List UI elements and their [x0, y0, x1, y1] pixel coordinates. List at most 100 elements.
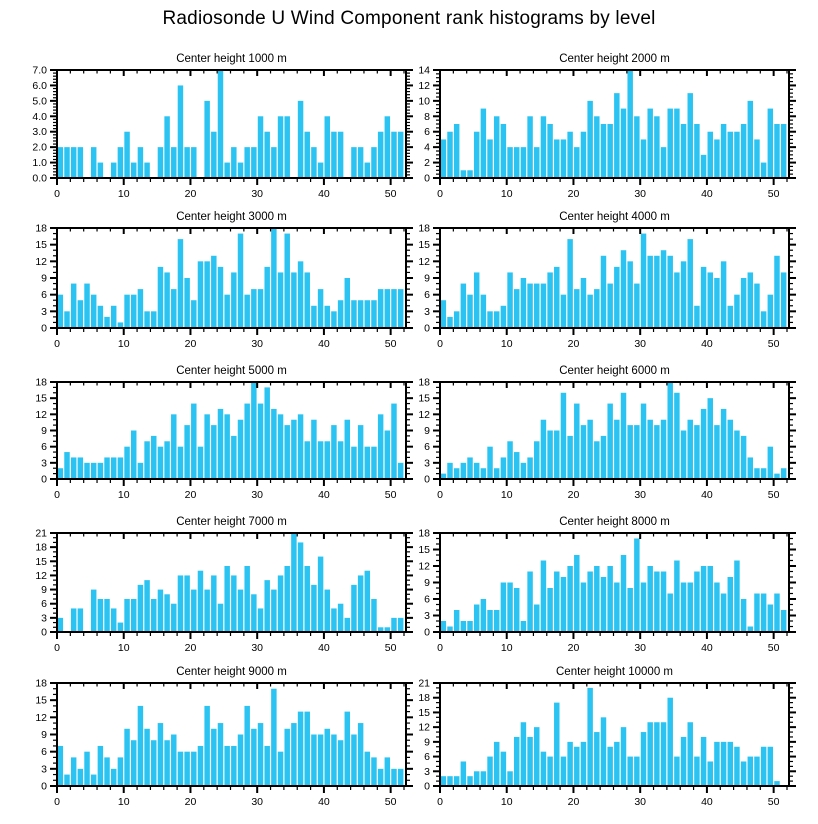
bar	[357, 575, 364, 632]
x-tick-label: 0	[54, 338, 60, 350]
bar	[304, 711, 310, 786]
bar	[237, 419, 244, 479]
x-tick-label: 10	[118, 642, 130, 654]
bar	[177, 239, 184, 328]
bar	[634, 283, 640, 328]
bar	[627, 756, 633, 786]
y-tick-label: 18	[418, 528, 430, 540]
bar	[204, 261, 210, 328]
bar	[391, 131, 397, 178]
bar	[707, 272, 713, 328]
bar	[473, 771, 480, 786]
bar	[500, 582, 507, 632]
bar	[184, 425, 190, 479]
bar	[667, 255, 673, 328]
bar	[547, 756, 553, 786]
bar	[224, 162, 230, 178]
x-tick-label: 30	[251, 642, 263, 654]
bar	[291, 533, 297, 632]
bar	[627, 588, 633, 632]
bar	[371, 147, 377, 178]
bar	[560, 756, 567, 786]
bar	[560, 577, 567, 632]
y-tick-label: 3	[41, 612, 47, 624]
bar	[674, 392, 680, 479]
y-tick-label: 12	[418, 722, 430, 734]
bar	[680, 124, 687, 178]
bar	[507, 147, 513, 178]
y-tick-label: 3	[41, 457, 47, 469]
bar	[694, 756, 700, 786]
bar	[104, 757, 110, 786]
bar	[620, 555, 627, 632]
bar	[567, 239, 573, 328]
bar	[440, 139, 447, 178]
bar	[231, 435, 237, 479]
histogram-center-height-6000-m: 0 3 6 9 12 15 18 0 10 20 30 40 50 Center height 6000 …	[418, 365, 796, 501]
bar	[384, 757, 391, 786]
bar	[204, 100, 210, 178]
y-tick-label: 2	[424, 157, 430, 169]
bar	[244, 147, 250, 178]
bar	[331, 131, 337, 178]
bar	[251, 728, 257, 786]
y-tick-label: 3	[424, 306, 430, 318]
y-tick-label: 0	[41, 323, 47, 335]
bar	[231, 745, 237, 786]
bar	[77, 147, 84, 178]
bar	[117, 757, 124, 786]
bar	[317, 734, 324, 786]
bar	[211, 255, 217, 328]
bar	[647, 108, 653, 178]
bar	[124, 131, 130, 178]
bar	[57, 745, 64, 786]
x-tick-label: 30	[251, 489, 263, 501]
x-tick-label: 20	[568, 338, 580, 350]
bar	[377, 627, 384, 632]
y-tick-label: 6.0	[32, 80, 47, 92]
y-tick-label: 2.0	[32, 142, 47, 154]
bar	[364, 570, 371, 632]
y-tick-label: 9	[41, 273, 47, 285]
bar	[90, 147, 97, 178]
bar	[144, 728, 150, 786]
bar	[754, 593, 760, 632]
x-tick-label: 50	[385, 338, 397, 350]
bar	[364, 446, 371, 479]
bar	[197, 570, 204, 632]
bar	[507, 582, 513, 632]
subplot-center-height-9000-m: 0 3 6 9 12 15 18 0 10 20 30 40 50 Center height 9000 …	[12, 663, 424, 819]
bar	[760, 746, 767, 786]
bar	[131, 599, 137, 632]
bar	[747, 756, 754, 786]
x-tick-label: 40	[318, 796, 330, 808]
bar	[687, 93, 693, 178]
bar	[580, 425, 587, 479]
bar	[567, 435, 573, 479]
bar	[97, 305, 104, 328]
bar	[110, 305, 117, 328]
bar	[70, 457, 77, 479]
bar	[687, 419, 693, 479]
bar	[311, 734, 317, 786]
histogram-center-height-1000-m: 0.0 1.0 2.0 3.0 4.0 5.0 6.0 7.0 0 10 20 30 40 50 Cente…	[32, 53, 413, 200]
bar	[774, 473, 780, 479]
bar	[647, 255, 653, 328]
bar	[211, 728, 217, 786]
subplot-center-height-5000-m: 0 3 6 9 12 15 18 0 10 20 30 40 50 Center height 5000 …	[12, 362, 424, 512]
bar	[277, 751, 284, 786]
bar	[620, 108, 627, 178]
x-tick-label: 0	[54, 489, 60, 501]
x-tick-label: 50	[768, 642, 780, 654]
bar	[104, 457, 110, 479]
bar	[507, 272, 513, 328]
x-tick-label: 50	[768, 338, 780, 350]
bar	[714, 139, 720, 178]
x-tick-label: 10	[118, 796, 130, 808]
bar	[251, 382, 257, 479]
bar	[57, 468, 64, 479]
bar	[317, 441, 324, 479]
bar	[371, 599, 377, 632]
bar	[453, 124, 460, 178]
x-tick-label: 20	[185, 338, 197, 350]
